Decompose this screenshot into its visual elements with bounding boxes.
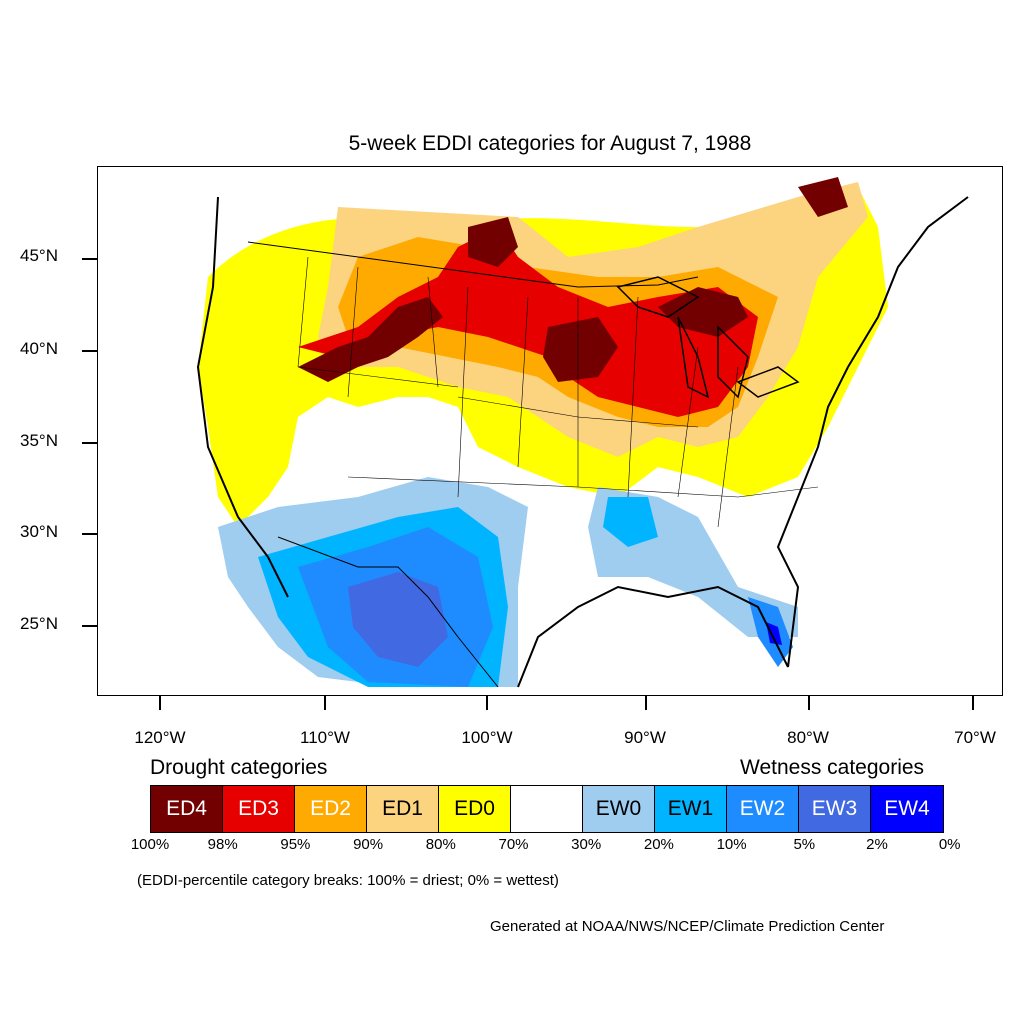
lon-tick bbox=[972, 696, 974, 710]
lat-label-45: 45°N bbox=[20, 246, 58, 265]
lon-tick bbox=[324, 696, 326, 710]
legend-break-label: 95% bbox=[280, 836, 311, 853]
lat-tick bbox=[82, 625, 97, 627]
us-border-south bbox=[277, 536, 499, 688]
drought-heading: Drought categories bbox=[150, 756, 328, 779]
ew3-area bbox=[348, 572, 448, 667]
lon-label-120: 120°W bbox=[134, 728, 186, 747]
lon-label-100: 100°W bbox=[461, 728, 513, 747]
ew4-area-florida bbox=[766, 622, 782, 645]
legend-colorbar: ED4 ED3 ED2 ED1 ED0 EW0 EW1 EW2 EW3 EW4 bbox=[150, 785, 944, 833]
boundaries bbox=[196, 196, 969, 688]
legend-break-label: 90% bbox=[353, 836, 384, 853]
lat-label-30: 30°N bbox=[20, 522, 58, 541]
lon-label-70: 70°W bbox=[954, 728, 996, 747]
legend-break-label: 100% bbox=[130, 836, 170, 853]
legend-box-ew3: EW3 bbox=[799, 786, 871, 832]
great-lakes bbox=[616, 276, 800, 399]
ed4-area-midwest bbox=[543, 317, 618, 382]
map-title: 5-week EDDI categories for August 7, 198… bbox=[348, 132, 752, 155]
coastline-west bbox=[196, 196, 289, 598]
legend-box-ed4: ED4 bbox=[151, 786, 223, 832]
ew1-area-southeast bbox=[603, 497, 658, 547]
legend-box-ed1: ED1 bbox=[367, 786, 439, 832]
legend-box-neutral bbox=[511, 786, 583, 832]
legend-break-label: 98% bbox=[207, 836, 238, 853]
us-border-north bbox=[247, 241, 699, 288]
legend-box-ew4: EW4 bbox=[871, 786, 943, 832]
lat-label-35: 35°N bbox=[20, 431, 58, 450]
legend-break-label: 80% bbox=[425, 836, 456, 853]
lat-label-25: 25°N bbox=[20, 614, 58, 633]
lat-tick bbox=[82, 442, 97, 444]
legend-box-ed0: ED0 bbox=[439, 786, 511, 832]
coastline-east bbox=[776, 196, 969, 668]
lon-tick bbox=[645, 696, 647, 710]
legend-box-ed2: ED2 bbox=[295, 786, 367, 832]
category-note: (EDDI-percentile category breaks: 100% =… bbox=[137, 872, 559, 889]
legend-box-ed3: ED3 bbox=[223, 786, 295, 832]
ed4-area-northeast bbox=[798, 177, 848, 217]
eddi-map bbox=[196, 177, 969, 688]
legend-box-ew0: EW0 bbox=[583, 786, 655, 832]
lon-tick bbox=[808, 696, 810, 710]
legend-break-label: 70% bbox=[498, 836, 529, 853]
lon-label-110: 110°W bbox=[300, 728, 350, 747]
legend-break-label: 0% bbox=[938, 836, 961, 853]
legend-break-label: 30% bbox=[571, 836, 602, 853]
ed4-area-northwest bbox=[298, 297, 443, 382]
lon-tick bbox=[486, 696, 488, 710]
wetness-areas bbox=[218, 477, 798, 687]
legend-break-label: 5% bbox=[793, 836, 816, 853]
ed4-area-dakotas bbox=[468, 217, 518, 267]
lat-label-40: 40°N bbox=[20, 339, 58, 358]
legend-break-label: 20% bbox=[643, 836, 674, 853]
credit-text: Generated at NOAA/NWS/NCEP/Climate Predi… bbox=[490, 918, 885, 935]
drought-areas bbox=[198, 177, 888, 527]
lat-tick bbox=[82, 350, 97, 352]
lon-label-80: 80°W bbox=[787, 728, 829, 747]
coastline-gulf bbox=[517, 585, 789, 688]
legend-box-ew1: EW1 bbox=[655, 786, 727, 832]
legend-break-label: 10% bbox=[716, 836, 747, 853]
ed3-area bbox=[298, 227, 758, 417]
legend-break-label: 2% bbox=[866, 836, 888, 853]
ed4-area-great-lakes bbox=[658, 287, 748, 337]
lat-tick bbox=[82, 258, 97, 260]
state-lines bbox=[297, 256, 819, 528]
legend-box-ew2: EW2 bbox=[727, 786, 799, 832]
lon-label-90: 90°W bbox=[624, 728, 666, 747]
wetness-heading: Wetness categories bbox=[740, 756, 925, 779]
lon-tick bbox=[159, 696, 161, 710]
map-panel bbox=[97, 166, 1003, 696]
lat-tick bbox=[82, 533, 97, 535]
